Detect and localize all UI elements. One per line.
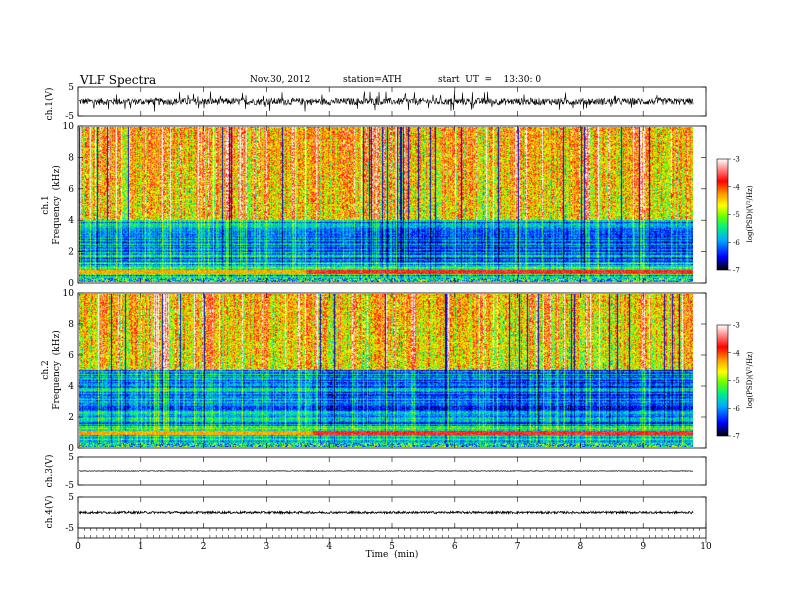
x-tick-label: 5 bbox=[389, 542, 395, 552]
ch2_spec-y-tick-label: 4 bbox=[68, 382, 74, 392]
ch2_spec-y-tick-label: 0 bbox=[68, 444, 74, 454]
ch1-colorbar-tick-label: -6 bbox=[733, 239, 740, 247]
ch2-colorbar-gradient bbox=[716, 324, 729, 437]
ch1-colorbar-tick-label: -3 bbox=[733, 156, 740, 164]
station-label: station=ATH bbox=[343, 75, 402, 85]
ch1_wave-y-tick-label: 5 bbox=[68, 83, 74, 93]
ch2_spec-y-tick-label: 10 bbox=[63, 289, 75, 299]
ch1_spec-y-tick-label: 8 bbox=[68, 153, 74, 163]
ch1-colorbar-tick-label: -7 bbox=[733, 267, 740, 275]
ch2-colorbar-tick-label: -5 bbox=[733, 377, 740, 385]
ch1_spec-y-tick-label: 2 bbox=[68, 248, 74, 258]
ch3_wave-y-tick-label: -5 bbox=[65, 481, 74, 491]
ch1-channel-label: ch.1 bbox=[41, 195, 51, 214]
ch1_wave-y-tick-label: -5 bbox=[65, 112, 74, 122]
ch1-waveform-ylabel: ch.1(V) bbox=[44, 88, 55, 121]
ch2-colorbar: log(PSD)(V²/Hz) bbox=[716, 324, 754, 437]
x-tick-label: 6 bbox=[452, 542, 458, 552]
x-tick-label: 8 bbox=[578, 542, 584, 552]
ch4_wave-y-tick-label: 5 bbox=[68, 493, 74, 503]
x-tick-label: 7 bbox=[515, 542, 521, 552]
figure-title: VLF Spectra bbox=[79, 73, 156, 87]
x-tick-label: 4 bbox=[326, 542, 332, 552]
ch2_spec-y-tick-label: 2 bbox=[68, 413, 74, 423]
ch2-colorbar-tick-label: -7 bbox=[733, 433, 740, 441]
ch1_spec-y-tick-label: 10 bbox=[63, 122, 75, 132]
ch4-waveform-ylabel: ch.4(V) bbox=[44, 496, 55, 529]
ch2-colorbar-tick-label: -3 bbox=[733, 322, 740, 330]
ch3-waveform-line bbox=[79, 470, 694, 472]
x-tick-label: 10 bbox=[700, 542, 712, 552]
ch1-colorbar-tick-label: -4 bbox=[733, 183, 740, 191]
ch1_spec-y-tick-label: 6 bbox=[68, 185, 74, 195]
ch1_spec-y-tick-label: 0 bbox=[68, 279, 74, 289]
ch4-waveform-line bbox=[78, 509, 694, 516]
ch2-channel-label: ch.2 bbox=[41, 360, 51, 379]
x-tick-label: 2 bbox=[201, 542, 207, 552]
start-time-label: start UT = 13:30: 0 bbox=[438, 75, 541, 85]
axis-ticks: 0 1 2 3 4 5 6 7 8 9 105-5024681002468105-55-5-3-4-… bbox=[63, 83, 741, 552]
ch3-waveform-ylabel: ch.3(V) bbox=[44, 455, 55, 488]
ch1-colorbar: log(PSD)(V²/Hz) bbox=[716, 158, 754, 271]
x-tick-label: 3 bbox=[264, 542, 270, 552]
ch1_spec-y-tick-label: 4 bbox=[68, 216, 74, 226]
ch1-frequency-ylabel: Frequency (kHz) bbox=[51, 165, 62, 244]
date-label: Nov.30, 2012 bbox=[250, 75, 310, 85]
ch3_wave-y-tick-label: 5 bbox=[68, 453, 74, 463]
ch2-colorbar-label: log(PSD)(V²/Hz) bbox=[746, 351, 754, 408]
ch2-frequency-ylabel: Frequency (kHz) bbox=[51, 330, 62, 409]
ch1-colorbar-label: log(PSD)(V²/Hz) bbox=[746, 185, 754, 242]
ch2-colorbar-tick-label: -4 bbox=[733, 349, 740, 357]
x-tick-label: 0 bbox=[75, 542, 81, 552]
x-axis-label: Time (min) bbox=[366, 549, 419, 560]
ch2_spec-y-tick-label: 6 bbox=[68, 351, 74, 361]
ch1-colorbar-gradient bbox=[716, 158, 729, 271]
ch1-waveform-line bbox=[78, 91, 694, 112]
ch1-spectrogram-heatmap bbox=[79, 127, 693, 282]
ch2_spec-y-tick-label: 8 bbox=[68, 320, 74, 330]
ch1-colorbar-tick-label: -5 bbox=[733, 211, 740, 219]
ch2-spectrogram-heatmap bbox=[79, 294, 693, 447]
x-tick-label: 1 bbox=[138, 542, 144, 552]
x-tick-label: 9 bbox=[640, 542, 646, 552]
ch4_wave-y-tick-label: -5 bbox=[65, 524, 74, 534]
ch2-colorbar-tick-label: -6 bbox=[733, 405, 740, 413]
